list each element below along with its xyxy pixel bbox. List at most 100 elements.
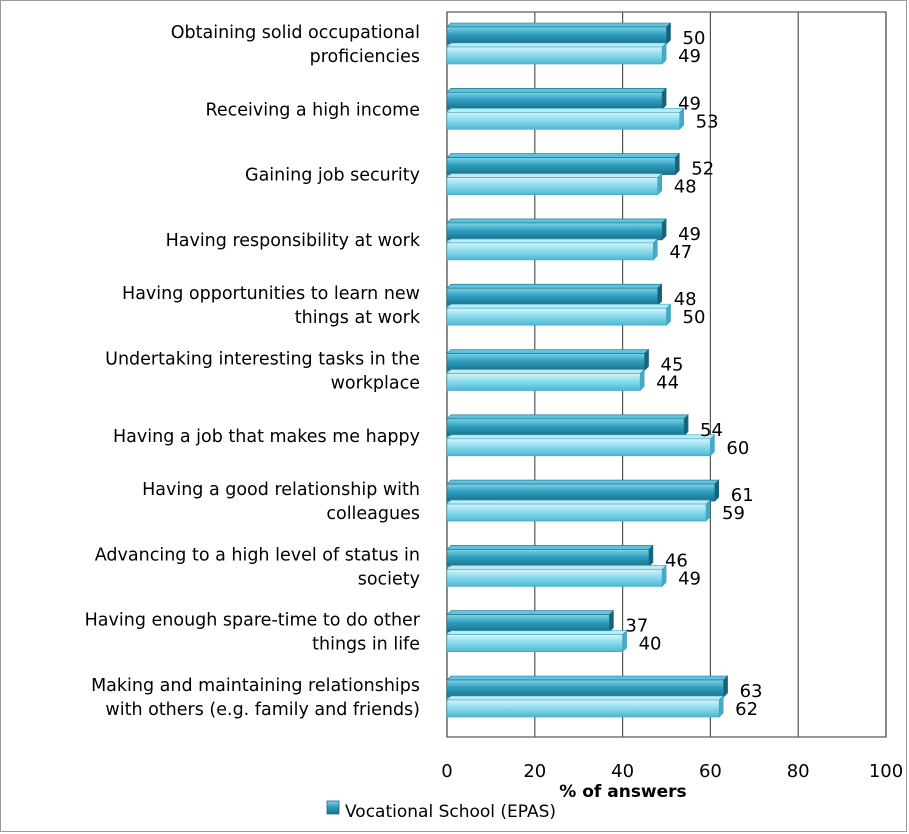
bar-top-face [446,630,628,636]
bar-epas [446,549,650,567]
bar-end-face [657,172,663,196]
x-tick-label: 80 [787,761,810,782]
x-tick-label: 100 [869,761,903,782]
x-tick-label: 20 [523,761,546,782]
bar-end-face [661,87,667,111]
bars [446,22,729,718]
bar-top-face [446,565,667,570]
x-tick-label: 40 [611,761,634,782]
bar-end-face [666,303,671,326]
bar-top-face [446,349,650,354]
bar-end-face [683,414,689,437]
bar-end-face [648,544,654,568]
data-label: 44 [656,373,679,394]
data-label: 47 [669,242,692,263]
category-label: Having a good relationship with [142,480,420,500]
data-label: 45 [661,355,684,376]
data-label: 49 [678,224,701,245]
bar-epas [446,353,645,371]
bar-top-face [446,414,689,420]
bar-end-face [705,499,711,522]
bar-end-face [723,675,728,698]
category-label: Having a job that makes me happy [113,427,420,447]
bar-end-face [644,348,649,372]
bar-epas [446,418,685,437]
data-label: 62 [735,699,758,720]
category-label: colleagues [326,504,420,524]
bar-series-2 [446,242,654,261]
bar-top-face [446,42,667,48]
category-label: Having opportunities to learn new [122,284,420,304]
bar-top-face [446,369,645,374]
x-axis-title: % of answers [559,782,686,802]
bar-end-face [661,42,667,65]
category-label: workplace [331,374,420,394]
bar-series-2 [446,112,680,130]
data-label: 53 [696,111,719,132]
bar-epas [446,483,716,502]
data-label: 49 [678,568,701,589]
data-label: 54 [700,420,723,441]
bar-top-face [446,675,729,681]
bar-end-face [714,479,720,502]
category-label: things at work [295,308,421,328]
bar-series-2 [446,438,711,457]
category-label: things in life [312,635,420,655]
bar-top-face [446,238,659,244]
bar-series-2 [446,373,641,391]
bar-top-face [446,22,672,28]
bar-epas [446,222,663,241]
data-label: 40 [639,634,662,655]
bar-series-2 [446,46,663,65]
bar-top-face [446,499,711,505]
category-labels: Obtaining solid occupational proficiencie… [85,23,421,720]
x-tick-label: 60 [699,761,722,782]
bar-end-face [639,368,645,392]
bar-epas [446,92,663,110]
legend: Vocational School (EPAS) [326,800,556,822]
bar-epas [446,679,724,698]
bar-epas [446,614,610,633]
category-label: with others (e.g. family and friends) [105,700,420,720]
category-label: Making and maintaining relationships [91,676,420,696]
x-axis-ticks: 0 20 40 60 80 100 [441,761,903,782]
bar-series-2 [446,569,663,587]
data-label: 60 [726,438,749,459]
bar-top-face [446,545,654,550]
bar-epas [446,287,659,306]
category-label: Undertaking interesting tasks in the [105,350,420,370]
data-label: 48 [674,177,697,198]
bar-end-face [661,218,667,241]
bar-top-face [446,283,663,289]
category-label: Obtaining solid occupational [171,23,420,43]
category-label: Having enough spare-time to do other [85,611,421,631]
bar-epas [446,157,676,175]
bar-series-2 [446,634,623,653]
x-tick-label: 0 [441,761,452,782]
category-label: proficiencies [310,47,420,67]
bar-top-face [446,88,667,93]
data-label: 50 [683,307,706,328]
bar-top-face [446,303,672,309]
bar-end-face [609,609,614,633]
bar-series-2 [446,503,707,522]
bar-top-face [446,695,724,701]
data-label: 37 [625,616,648,637]
bar-end-face [718,695,724,718]
bar-top-face [446,218,667,224]
data-label: 61 [731,485,754,506]
category-label: Advancing to a high level of status in [95,545,420,565]
bar-series-2 [446,177,659,195]
bar-end-face [653,238,658,261]
category-label: society [358,569,420,589]
data-label: 49 [678,46,701,67]
bar-end-face [657,283,663,306]
bar-top-face [446,153,681,158]
value-labels: 5049495352484947485045445460615946493740… [625,28,762,720]
data-label: 63 [740,681,763,702]
legend-swatch [326,800,340,815]
category-label: Gaining job security [245,166,420,186]
bar-top-face [446,434,716,440]
data-label: 52 [691,159,714,180]
category-label: Having responsibility at work [166,231,421,251]
